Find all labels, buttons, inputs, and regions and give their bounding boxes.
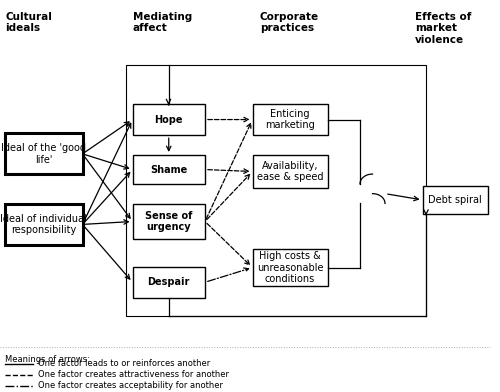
Text: Effects of
market
violence: Effects of market violence — [415, 12, 472, 45]
Text: Hope: Hope — [154, 114, 183, 125]
Text: Availability,
ease & speed: Availability, ease & speed — [257, 161, 323, 182]
Text: Meanings of arrows:: Meanings of arrows: — [5, 355, 90, 364]
Text: Ideal of the 'good
life': Ideal of the 'good life' — [1, 143, 86, 165]
Text: Ideal of individual
responsibility: Ideal of individual responsibility — [0, 214, 87, 235]
Text: One factor creates attractiveness for another: One factor creates attractiveness for an… — [38, 370, 230, 379]
Text: Mediating
affect: Mediating affect — [132, 12, 192, 33]
Text: Corporate
practices: Corporate practices — [260, 12, 319, 33]
FancyBboxPatch shape — [422, 186, 488, 214]
Text: One factor creates acceptability for another: One factor creates acceptability for ano… — [38, 381, 224, 390]
FancyBboxPatch shape — [132, 204, 205, 239]
FancyBboxPatch shape — [5, 204, 82, 245]
Text: Enticing
marketing: Enticing marketing — [265, 109, 315, 131]
Text: Despair: Despair — [148, 277, 190, 287]
FancyBboxPatch shape — [252, 155, 328, 188]
Text: Shame: Shame — [150, 165, 188, 174]
Text: Debt spiral: Debt spiral — [428, 195, 482, 205]
FancyBboxPatch shape — [132, 104, 205, 135]
FancyBboxPatch shape — [5, 133, 82, 174]
FancyBboxPatch shape — [132, 267, 205, 298]
Text: High costs &
unreasonable
conditions: High costs & unreasonable conditions — [257, 251, 323, 284]
FancyBboxPatch shape — [252, 249, 328, 286]
Text: Cultural
ideals: Cultural ideals — [5, 12, 52, 33]
FancyBboxPatch shape — [252, 104, 328, 135]
Text: Sense of
urgency: Sense of urgency — [145, 211, 192, 232]
FancyBboxPatch shape — [132, 155, 205, 184]
Text: One factor leads to or reinforces another: One factor leads to or reinforces anothe… — [38, 359, 211, 368]
